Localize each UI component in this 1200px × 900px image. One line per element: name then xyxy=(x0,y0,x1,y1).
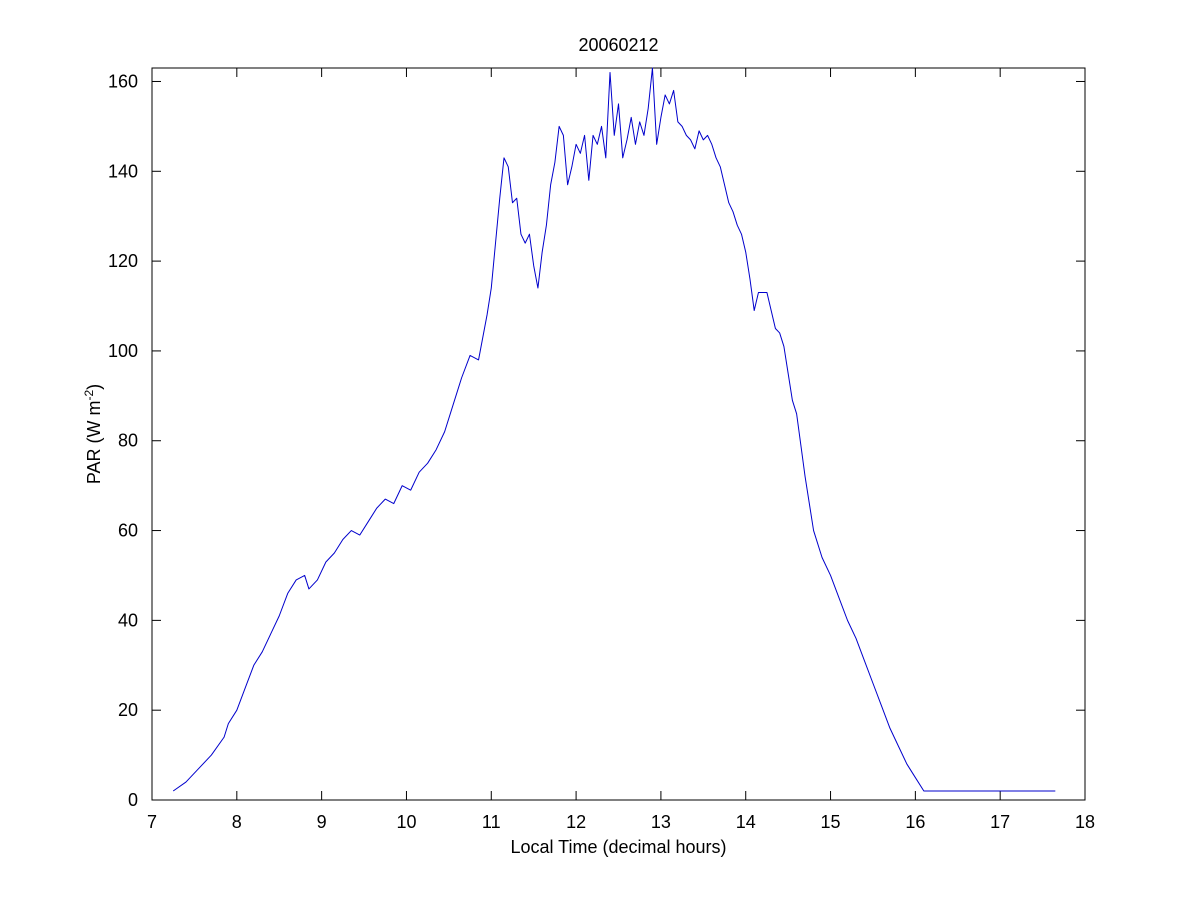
y-tick-label: 40 xyxy=(118,610,138,630)
y-axis-label: PAR (W m-2) xyxy=(82,384,104,484)
y-axis-label-main: PAR (W m xyxy=(84,401,104,485)
chart-title: 20060212 xyxy=(578,35,658,55)
series-layer xyxy=(172,67,1056,792)
x-tick-label: 12 xyxy=(566,812,586,832)
y-tick-label: 160 xyxy=(108,71,138,91)
x-tick-label: 11 xyxy=(482,812,501,832)
y-axis-label-close: ) xyxy=(84,384,104,390)
x-axis-label: Local Time (decimal hours) xyxy=(510,837,726,857)
x-tick-label: 14 xyxy=(736,812,756,832)
y-tick-label: 60 xyxy=(118,521,138,541)
x-tick-label: 13 xyxy=(651,812,671,832)
x-tick-label: 16 xyxy=(905,812,925,832)
y-tick-label: 140 xyxy=(108,161,138,181)
y-tick-label: 20 xyxy=(118,700,138,720)
y-tick-label: 100 xyxy=(108,341,138,361)
x-tick-label: 10 xyxy=(396,812,416,832)
x-tick-label: 18 xyxy=(1075,812,1095,832)
y-tick-label: 120 xyxy=(108,251,138,271)
x-axis-ticks: 7 8 9 10 11 12 13 14 15 16 17 18 xyxy=(147,68,1095,832)
y-tick-label: 80 xyxy=(118,431,138,451)
x-tick-label: 9 xyxy=(317,812,327,832)
x-tick-label: 15 xyxy=(821,812,841,832)
x-tick-label: 8 xyxy=(232,812,242,832)
y-tick-label: 0 xyxy=(128,790,138,810)
plot-frame xyxy=(151,67,1086,801)
x-tick-label: 7 xyxy=(147,812,157,832)
y-axis-label-superscript: -2 xyxy=(82,390,96,401)
x-tick-label: 17 xyxy=(990,812,1010,832)
par-series-line xyxy=(172,67,1056,792)
y-axis-ticks: 0 20 40 60 80 100 120 140 160 xyxy=(108,71,1085,810)
